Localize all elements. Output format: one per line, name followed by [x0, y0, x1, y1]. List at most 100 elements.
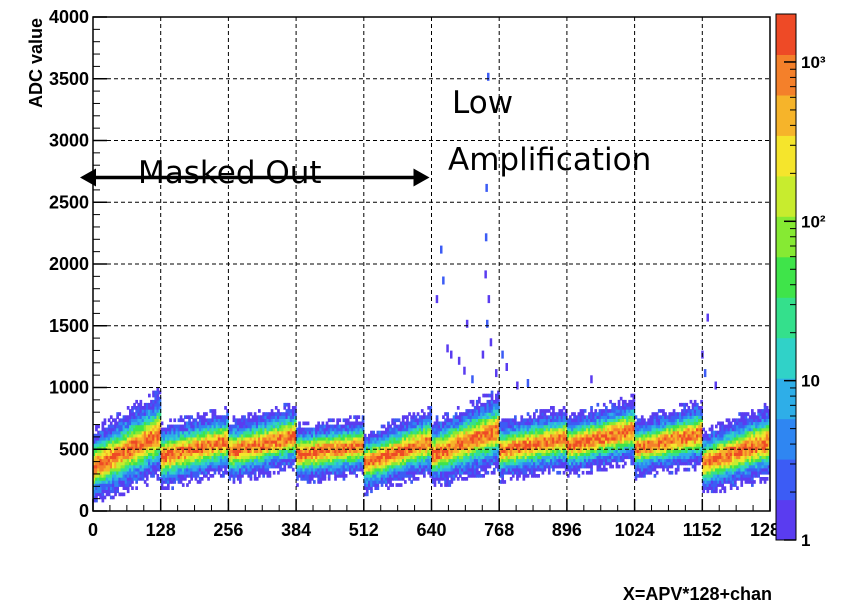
heatmap-cell [298, 424, 301, 429]
heatmap-cell [118, 464, 122, 469]
heatmap-cell [141, 440, 145, 444]
heatmap-cell [169, 427, 172, 432]
heatmap-cell [429, 461, 433, 466]
heatmap-cell [143, 430, 147, 435]
heatmap-cell [346, 430, 350, 435]
heatmap-cell [173, 433, 177, 438]
heatmap-cell [423, 446, 426, 450]
heatmap-cell [486, 393, 490, 398]
heatmap-cell [160, 440, 164, 444]
heatmap-cell [230, 474, 234, 478]
heatmap-cell [526, 474, 530, 478]
heatmap-cell [120, 483, 124, 487]
heatmap-cell [361, 421, 365, 426]
heatmap-cell [365, 443, 369, 447]
heatmap-cell [213, 409, 217, 413]
heatmap-cell [245, 452, 248, 456]
heatmap-cell [226, 412, 229, 416]
heatmap-cell [319, 464, 323, 469]
heatmap-cell [118, 436, 122, 441]
heatmap-cell [101, 474, 105, 478]
heatmap-cell [329, 443, 333, 447]
heatmap-cell [255, 436, 259, 441]
heatmap-cell [444, 458, 447, 463]
heatmap-cell [446, 455, 449, 460]
heatmap-cell [101, 452, 105, 456]
heatmap-cell [349, 433, 352, 438]
heatmap-cell [306, 452, 310, 456]
heatmap-cell [596, 443, 600, 447]
heatmap-cell [484, 418, 488, 423]
heatmap-cell [283, 402, 287, 407]
heatmap-cell [139, 409, 143, 413]
heatmap-cell [203, 418, 206, 423]
heatmap-cell [296, 443, 299, 447]
heatmap-cell [327, 443, 331, 447]
heatmap-cell [122, 430, 126, 435]
heatmap-cell [571, 430, 574, 435]
heatmap-cell [353, 470, 356, 475]
heatmap-cell [99, 430, 102, 435]
heatmap-cell [437, 461, 441, 466]
heatmap-cell [323, 452, 327, 456]
heatmap-cell [124, 433, 128, 438]
heatmap-cell [188, 424, 191, 429]
heatmap-cell [222, 415, 225, 419]
heatmap-cell [533, 461, 536, 466]
heatmap-cell [357, 443, 361, 447]
heatmap-cell [518, 458, 521, 463]
heatmap-cell [444, 427, 447, 432]
heatmap-cell [283, 424, 287, 429]
heatmap-cell [243, 449, 246, 453]
heatmap-cell [186, 436, 189, 441]
heatmap-cell [361, 418, 365, 423]
heatmap-cell [148, 412, 151, 416]
heatmap-cell [412, 470, 416, 475]
heatmap-cell [344, 446, 348, 450]
heatmap-cell [93, 467, 96, 472]
heatmap-cell [139, 415, 143, 419]
heatmap-cell [329, 458, 333, 463]
heatmap-cell [516, 433, 519, 438]
heatmap-cell [423, 418, 426, 423]
heatmap-cell [539, 467, 543, 472]
heatmap-cell [444, 446, 447, 450]
heatmap-cell [141, 421, 145, 426]
heatmap-cell [391, 446, 394, 450]
heatmap-cell [473, 446, 477, 450]
heatmap-cell [277, 409, 280, 413]
heatmap-cell [171, 433, 174, 438]
heatmap-cell [255, 415, 259, 419]
heatmap-cell [598, 443, 602, 447]
heatmap-cell [448, 424, 452, 429]
heatmap-cell [478, 474, 481, 478]
heatmap-cell [469, 418, 473, 423]
heatmap-cell [215, 458, 219, 463]
heatmap-cell [414, 424, 418, 429]
heatmap-cell [463, 415, 466, 419]
heatmap-cell [268, 470, 272, 475]
heatmap-cell [150, 409, 153, 413]
heatmap-cell [387, 474, 390, 478]
heatmap-cell [545, 461, 549, 466]
heatmap-cell [245, 446, 248, 450]
heatmap-cell [289, 443, 293, 447]
heatmap-cell [423, 443, 426, 447]
heatmap-cell [207, 424, 210, 429]
heatmap-cell [391, 470, 394, 475]
heatmap-cell [571, 427, 574, 432]
heatmap-cell [167, 440, 170, 444]
heatmap-cell [241, 449, 244, 453]
heatmap-cell [143, 427, 147, 432]
heatmap-cell [249, 452, 253, 456]
heatmap-cell [260, 436, 263, 441]
heatmap-cell [380, 467, 384, 472]
heatmap-cell [533, 433, 536, 438]
heatmap-cell [129, 477, 132, 481]
heatmap-cell [139, 433, 143, 438]
heatmap-cell [184, 440, 187, 444]
heatmap-cell [315, 455, 318, 460]
heatmap-cell [461, 443, 464, 447]
heatmap-cell [427, 455, 430, 460]
heatmap-cell [425, 430, 428, 435]
